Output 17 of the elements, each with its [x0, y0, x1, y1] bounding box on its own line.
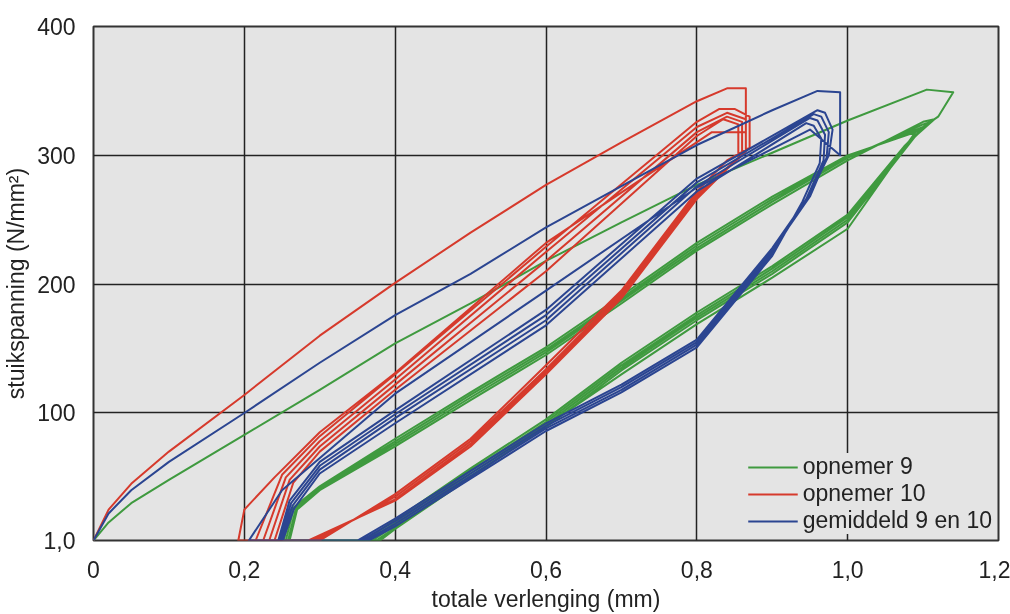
- x-tick-label: 1,2: [978, 556, 1010, 583]
- x-tick-label: 0,8: [680, 556, 713, 583]
- y-tick-label: 1,0: [43, 528, 76, 554]
- legend-label: gemiddeld 9 en 10: [802, 507, 992, 534]
- y-tick-label: 200: [37, 271, 76, 298]
- y-tick-label: 100: [37, 400, 76, 427]
- x-axis-title: totale verlenging (mm): [431, 585, 661, 612]
- y-tick-label: 300: [37, 142, 76, 169]
- x-tick-label: 0,4: [379, 556, 412, 583]
- legend-label: opnemer 9: [802, 453, 913, 480]
- y-tick-label: 400: [37, 14, 76, 40]
- y-axis-title: stuikspanning (N/mm²): [3, 167, 30, 400]
- legend-label: opnemer 10: [802, 480, 926, 507]
- x-tick-label: 1,0: [831, 556, 864, 583]
- x-tick-label: 0,2: [228, 556, 261, 583]
- x-tick-label: 0,6: [530, 556, 562, 583]
- x-tick-label: 0: [87, 556, 100, 583]
